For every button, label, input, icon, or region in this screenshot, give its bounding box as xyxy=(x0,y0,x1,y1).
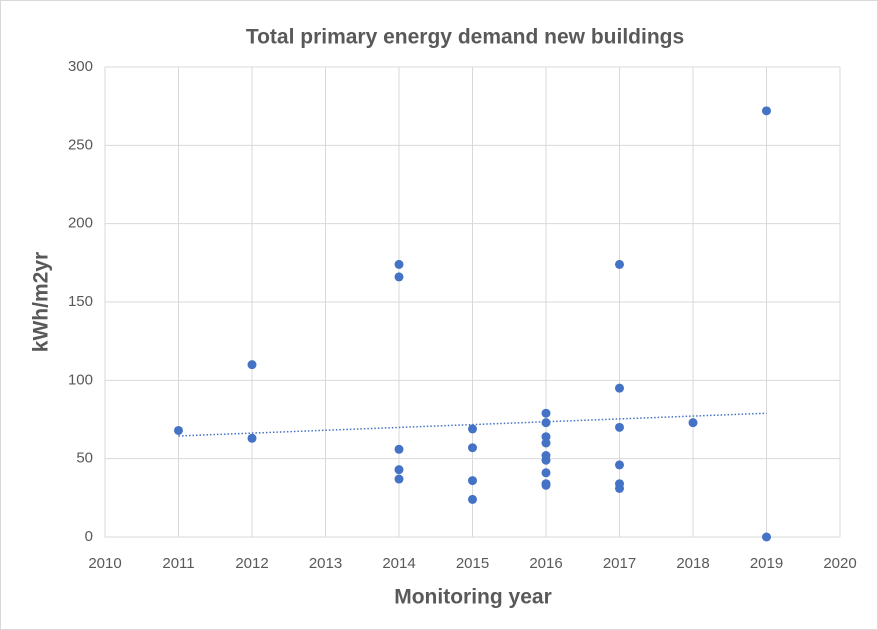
x-tick-label: 2014 xyxy=(382,555,415,572)
x-tick-label: 2011 xyxy=(162,555,194,572)
point xyxy=(468,476,477,486)
y-axis-title: kWh/m2yr xyxy=(30,252,53,352)
point xyxy=(394,474,404,484)
point xyxy=(615,259,624,269)
point xyxy=(762,106,771,116)
point xyxy=(394,444,404,454)
y-tick-label: 200 xyxy=(68,215,93,232)
y-tick-label: 0 xyxy=(85,528,93,545)
x-tick-label: 2013 xyxy=(309,555,342,572)
point xyxy=(247,433,257,443)
point xyxy=(394,272,404,282)
x-axis-title: Monitoring year xyxy=(394,586,552,609)
point xyxy=(541,418,551,428)
x-tick-label: 2015 xyxy=(456,555,489,572)
point xyxy=(394,465,404,475)
x-tick-label: 2016 xyxy=(529,555,562,572)
point xyxy=(541,455,551,465)
point xyxy=(541,438,551,448)
x-tick-label: 2019 xyxy=(750,555,783,572)
point xyxy=(615,422,624,432)
y-tick-label: 150 xyxy=(68,293,93,310)
point xyxy=(688,418,698,428)
chart-title: Total primary energy demand new building… xyxy=(246,26,684,49)
point xyxy=(615,483,624,493)
y-tick-label: 300 xyxy=(68,58,93,75)
y-tick-label: 250 xyxy=(68,136,93,153)
x-tick-label: 2010 xyxy=(88,555,121,572)
point xyxy=(541,480,551,490)
point xyxy=(615,383,624,393)
x-tick-label: 2020 xyxy=(823,555,856,572)
x-tick-label: 2012 xyxy=(235,555,268,572)
point xyxy=(615,460,624,470)
point xyxy=(468,443,477,453)
point xyxy=(174,425,183,435)
x-tick-label: 2017 xyxy=(603,555,636,572)
point xyxy=(541,408,551,418)
y-tick-label: 50 xyxy=(76,450,93,467)
point xyxy=(762,532,771,542)
point xyxy=(247,360,257,370)
x-tick-label: 2018 xyxy=(676,555,709,572)
point xyxy=(468,494,477,504)
point xyxy=(541,432,551,442)
y-tick-label: 100 xyxy=(68,371,93,388)
point xyxy=(394,259,404,269)
point xyxy=(468,424,477,434)
point xyxy=(541,468,551,478)
